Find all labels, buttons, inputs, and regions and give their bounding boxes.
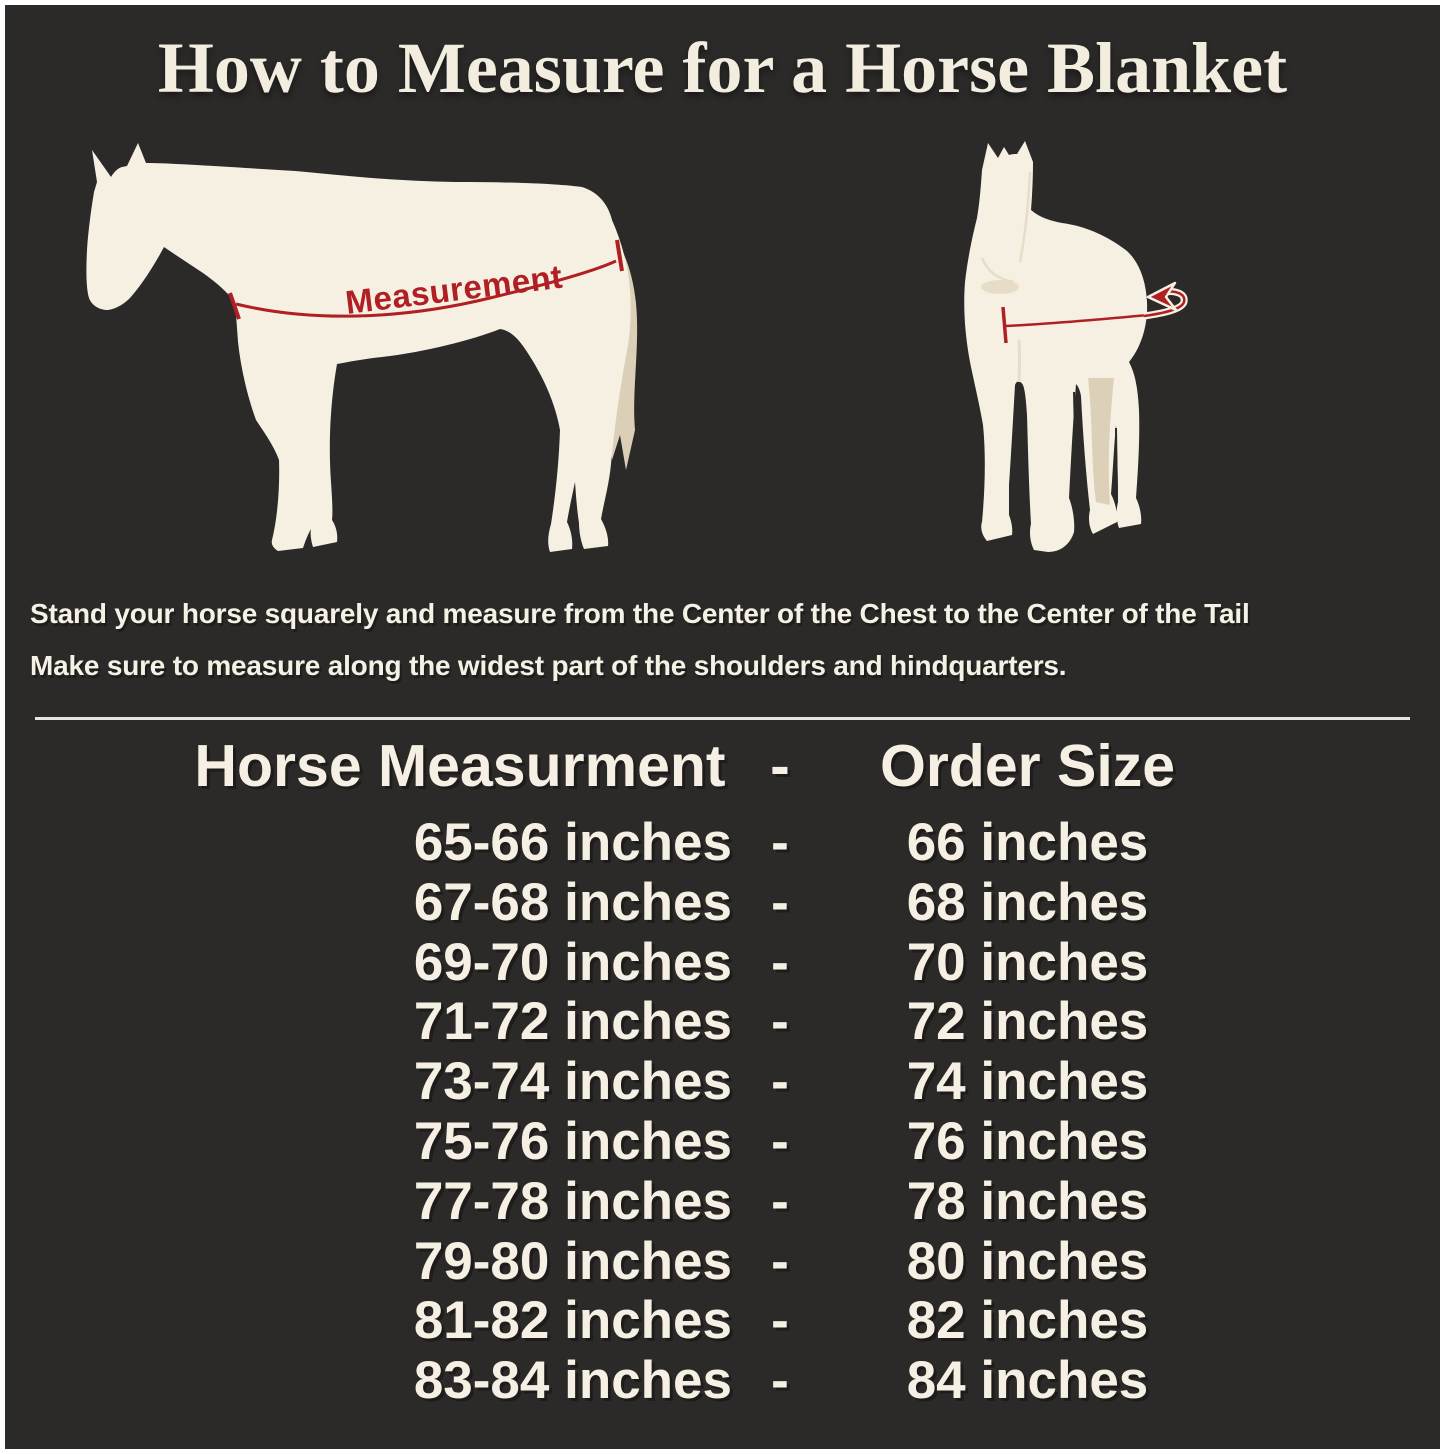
measurement-line	[235, 259, 617, 318]
table-row: 75-76 inches - 76 inches	[170, 1112, 1245, 1172]
page-title: How to Measure for a Horse Blanket	[157, 28, 1288, 108]
measurement-tick	[1001, 306, 1008, 344]
size-cell: 76 inches	[906, 1111, 1149, 1171]
measurement-tick	[615, 239, 624, 272]
measurement-cell: 75-76 inches	[413, 1111, 732, 1171]
table-row: 69-70 inches - 70 inches	[170, 933, 1245, 993]
leg-separation-line	[1115, 427, 1118, 503]
muzzle-shade	[981, 280, 1019, 294]
jaw-shade-line	[980, 257, 1015, 284]
table-row: 77-78 inches - 78 inches	[170, 1172, 1245, 1232]
hind-leg-shade	[1088, 378, 1114, 505]
separator-cell: -	[771, 1291, 789, 1351]
table-row: 79-80 inches - 80 inches	[170, 1232, 1245, 1292]
infographic-panel: How to Measure for a Horse Blanket Measu…	[5, 5, 1440, 1449]
separator-cell: -	[771, 813, 789, 872]
instruction-line-2: Make sure to measure along the widest pa…	[30, 650, 1067, 681]
column-header-horse-measurement: Horse Measurment	[194, 733, 726, 799]
table-row: 83-84 inches - 84 inches	[170, 1351, 1245, 1411]
size-table: Horse Measurment - Order Size 65-66 inch…	[170, 729, 1245, 1411]
size-cell: 78 inches	[906, 1171, 1149, 1231]
table-row: 67-68 inches - 68 inches	[170, 873, 1245, 933]
separator-cell: -	[771, 1231, 789, 1291]
separator-cell: -	[771, 992, 789, 1052]
measurement-cell: 71-72 inches	[413, 992, 732, 1052]
side-view-horse-illustration: Measurement	[86, 143, 638, 552]
measurement-cell: 69-70 inches	[413, 932, 732, 992]
size-table-rows: 65-66 inches - 66 inches 67-68 inches - …	[170, 813, 1245, 1411]
instruction-line-1: Stand your horse squarely and measure fr…	[30, 598, 1250, 629]
table-row: 71-72 inches - 72 inches	[170, 992, 1245, 1052]
size-cell: 72 inches	[906, 992, 1149, 1052]
instructions-text: Stand your horse squarely and measure fr…	[30, 588, 1420, 692]
size-cell: 84 inches	[906, 1351, 1149, 1411]
separator-cell: -	[771, 932, 789, 992]
measurement-arrow-icon	[1146, 281, 1178, 312]
size-cell: 80 inches	[906, 1231, 1149, 1291]
column-header-separator: -	[770, 733, 790, 799]
size-cell: 68 inches	[906, 872, 1149, 932]
separator-cell: -	[771, 872, 789, 932]
measurement-cell: 79-80 inches	[413, 1231, 732, 1291]
separator-cell: -	[771, 1111, 789, 1171]
column-header-order-size: Order Size	[879, 733, 1176, 799]
measurement-curl	[1143, 290, 1186, 318]
separator-cell: -	[771, 1351, 789, 1411]
measurement-cell: 77-78 inches	[413, 1171, 732, 1231]
measurement-diagram: Measurement	[5, 130, 1440, 592]
measurement-line	[1004, 313, 1149, 328]
size-table-header: Horse Measurment - Order Size	[170, 729, 1245, 803]
measurement-cell: 65-66 inches	[413, 813, 732, 872]
size-cell: 82 inches	[906, 1291, 1149, 1351]
table-row: 81-82 inches - 82 inches	[170, 1291, 1245, 1351]
divider-line	[35, 717, 1410, 720]
size-cell: 66 inches	[906, 813, 1149, 872]
size-cell: 74 inches	[906, 1052, 1149, 1112]
separator-cell: -	[771, 1052, 789, 1112]
leg-separation-line	[1073, 391, 1078, 521]
table-row: 73-74 inches - 74 inches	[170, 1052, 1245, 1112]
measurement-cell: 67-68 inches	[413, 872, 732, 932]
measurement-cell: 83-84 inches	[413, 1351, 732, 1411]
measurement-tick	[228, 292, 241, 320]
front-view-horse-illustration	[964, 141, 1188, 552]
horse-body-silhouette	[964, 141, 1148, 552]
horse-body-silhouette	[86, 143, 631, 552]
measurement-cell: 81-82 inches	[413, 1291, 732, 1351]
separator-cell: -	[771, 1171, 789, 1231]
measurement-cell: 73-74 inches	[413, 1052, 732, 1112]
chest-crease-shade-line	[1017, 339, 1021, 383]
size-cell: 70 inches	[906, 932, 1149, 992]
head-edge-shade-line	[1018, 171, 1032, 263]
table-row: 65-66 inches - 66 inches	[170, 813, 1245, 873]
